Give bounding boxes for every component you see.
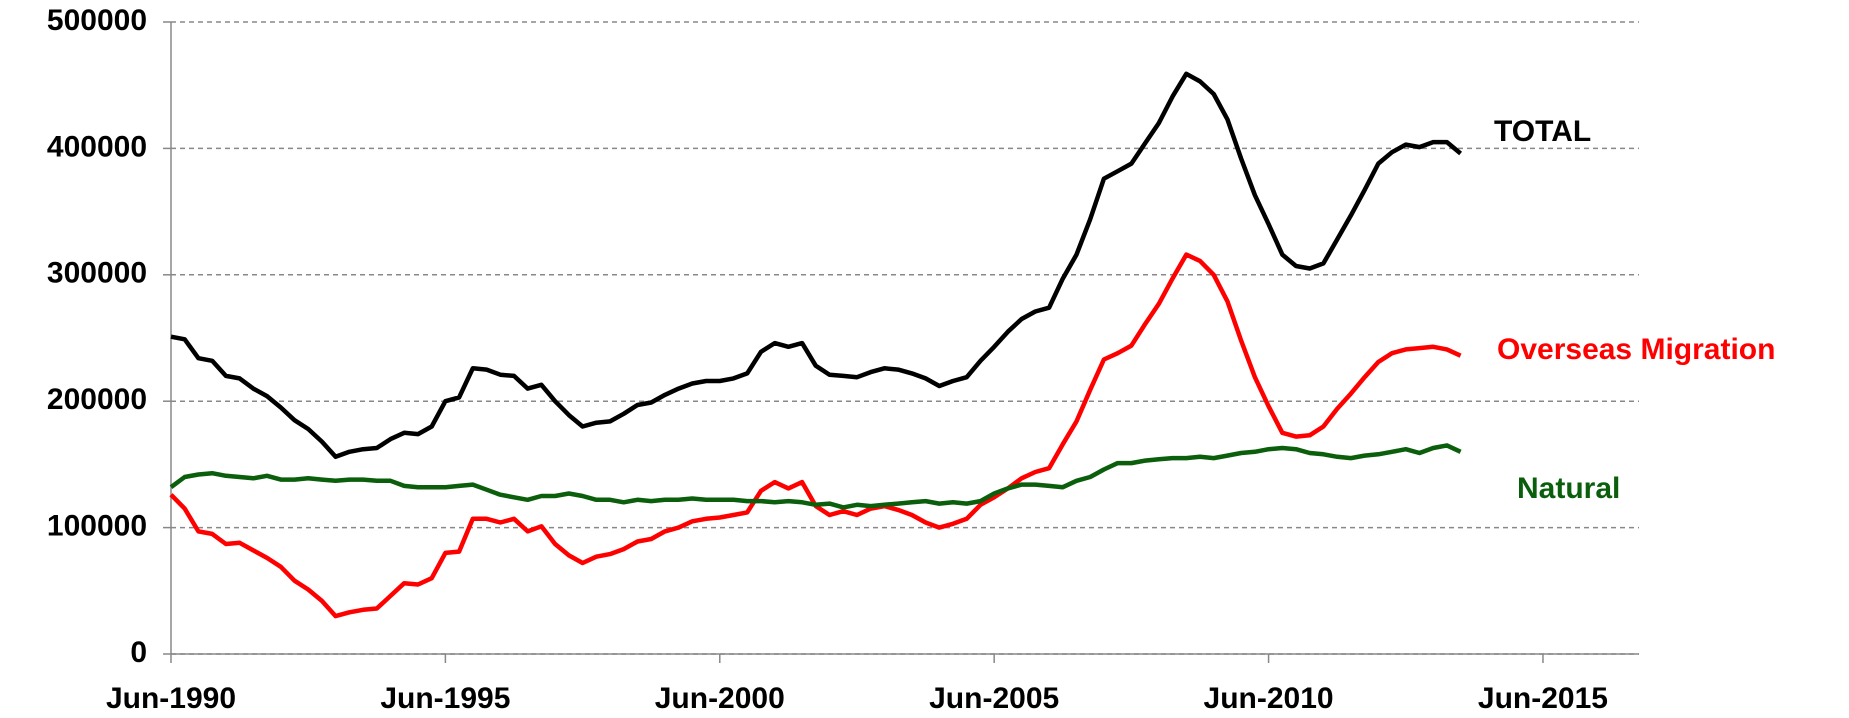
series-line (170, 71, 1463, 460)
x-tick-label: Jun-2005 (929, 682, 1059, 715)
x-tick-label: Jun-2010 (1204, 682, 1334, 715)
series-label: Overseas Migration (1497, 333, 1775, 366)
x-tick-label: Jun-1995 (380, 682, 510, 715)
y-tick-label: 400000 (47, 130, 147, 163)
series-label: Natural (1517, 472, 1620, 505)
x-tick-label: Jun-1990 (106, 682, 236, 715)
series-label: TOTAL (1494, 115, 1591, 148)
x-tick-label: Jun-2015 (1478, 682, 1608, 715)
x-tick-label: Jun-2000 (655, 682, 785, 715)
y-tick-label: 100000 (47, 510, 147, 543)
series-line (169, 252, 1462, 619)
y-tick-label: 300000 (47, 257, 147, 290)
y-tick-label: 0 (130, 636, 147, 669)
series-line (169, 443, 1462, 510)
y-tick-label: 200000 (47, 383, 147, 416)
y-tick-label: 500000 (47, 4, 147, 37)
